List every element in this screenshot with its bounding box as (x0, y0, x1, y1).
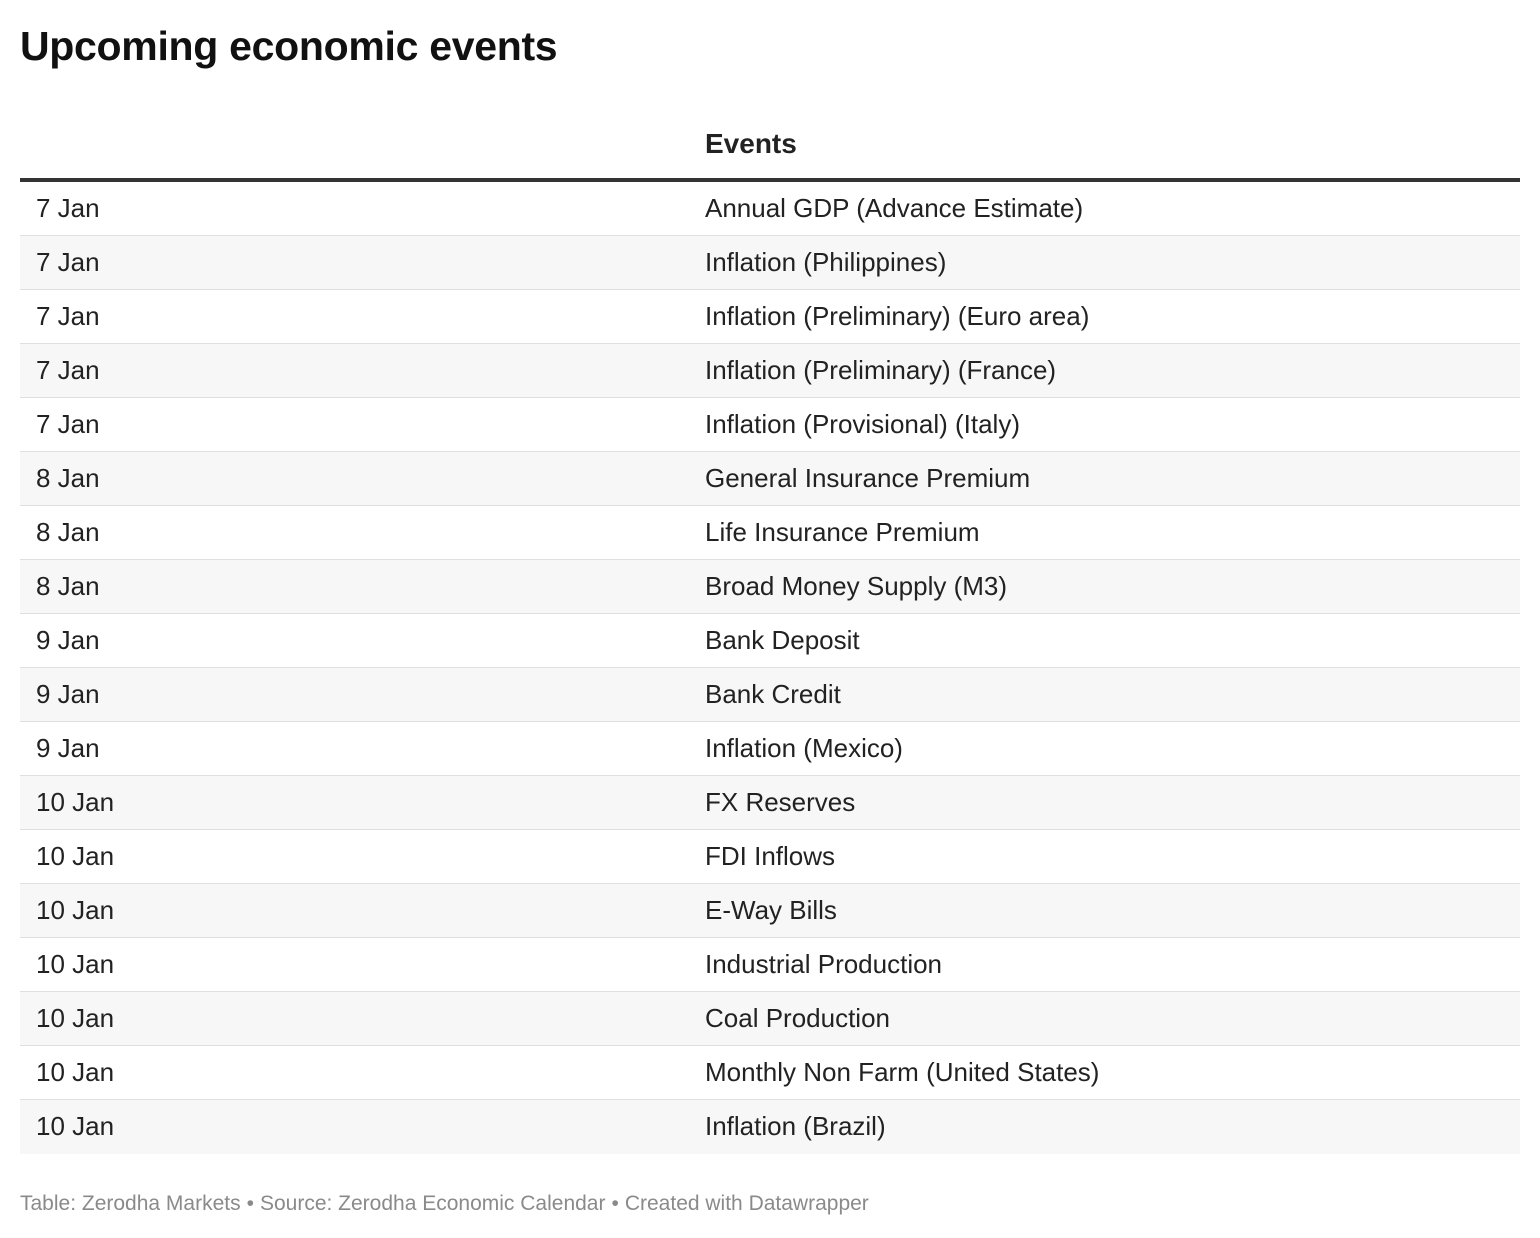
row-date: 8 Jan (36, 517, 100, 547)
separator: • (611, 1192, 619, 1215)
row-date: 9 Jan (36, 733, 100, 763)
table-row: 10 Jan Inflation (Brazil) (20, 1100, 1520, 1154)
table-row: 7 Jan Inflation (Provisional) (Italy) (20, 398, 1520, 452)
table-row: 8 Jan Broad Money Supply (M3) (20, 560, 1520, 614)
events-table: Events 7 Jan Annual GDP (Advance Estimate… (20, 110, 1520, 1154)
table-row: 10 Jan Coal Production (20, 992, 1520, 1046)
table-row: 8 Jan Life Insurance Premium (20, 506, 1520, 560)
row-event: Inflation (Provisional) (Italy) (705, 409, 1020, 439)
row-event: Inflation (Brazil) (705, 1111, 886, 1141)
table-row: 7 Jan Inflation (Preliminary) (France) (20, 344, 1520, 398)
row-date: 9 Jan (36, 679, 100, 709)
datawrapper-credit: Created with Datawrapper (624, 1192, 869, 1215)
column-header-events: Events (705, 128, 797, 159)
row-date: 10 Jan (36, 1057, 115, 1087)
row-date: 7 Jan (36, 301, 100, 331)
row-date: 10 Jan (36, 841, 115, 871)
row-event: Bank Credit (705, 679, 841, 709)
row-date: 10 Jan (36, 1003, 115, 1033)
row-date: 7 Jan (36, 355, 100, 385)
table-row: 8 Jan General Insurance Premium (20, 452, 1520, 506)
row-event: Inflation (Mexico) (705, 733, 903, 763)
row-event: Inflation (Philippines) (705, 247, 947, 277)
table-row: 9 Jan Bank Credit (20, 668, 1520, 722)
table-row: 10 Jan FDI Inflows (20, 830, 1520, 884)
row-event: Inflation (Preliminary) (France) (705, 355, 1057, 385)
row-date: 8 Jan (36, 463, 100, 493)
table-row: 10 Jan E-Way Bills (20, 884, 1520, 938)
row-event: General Insurance Premium (705, 463, 1031, 493)
separator: • (246, 1192, 254, 1215)
row-event: Life Insurance Premium (705, 517, 980, 547)
row-date: 8 Jan (36, 571, 100, 601)
table-row: 7 Jan Annual GDP (Advance Estimate) (20, 182, 1520, 236)
row-event: Monthly Non Farm (United States) (705, 1057, 1100, 1087)
row-date: 9 Jan (36, 625, 100, 655)
page-title: Upcoming economic events (20, 23, 558, 69)
footer-credits: Table: Zerodha Markets • Source: Zerodha E… (20, 1190, 869, 1218)
source-credit: Source: Zerodha Economic Calendar (259, 1192, 606, 1215)
row-date: 10 Jan (36, 787, 115, 817)
row-date: 7 Jan (36, 193, 100, 223)
table-row: 10 Jan FX Reserves (20, 776, 1520, 830)
table-row: 9 Jan Inflation (Mexico) (20, 722, 1520, 776)
row-date: 10 Jan (36, 895, 115, 925)
table-row: 7 Jan Inflation (Philippines) (20, 236, 1520, 290)
row-event: E-Way Bills (705, 895, 837, 925)
table-body: 7 Jan Annual GDP (Advance Estimate) 7 Jan I… (20, 182, 1520, 1154)
row-event: FX Reserves (705, 787, 856, 817)
table-credit: Table: Zerodha Markets (20, 1192, 241, 1215)
table-row: 7 Jan Inflation (Preliminary) (Euro area) (20, 290, 1520, 344)
table-header: Events (20, 110, 1520, 182)
row-date: 10 Jan (36, 949, 115, 979)
table-row: 10 Jan Monthly Non Farm (United States) (20, 1046, 1520, 1100)
row-event: Inflation (Preliminary) (Euro area) (705, 301, 1090, 331)
table-row: 9 Jan Bank Deposit (20, 614, 1520, 668)
table-row: 10 Jan Industrial Production (20, 938, 1520, 992)
row-date: 7 Jan (36, 247, 100, 277)
row-date: 7 Jan (36, 409, 100, 439)
row-event: Coal Production (705, 1003, 890, 1033)
row-date: 10 Jan (36, 1111, 115, 1141)
row-event: Industrial Production (705, 949, 943, 979)
row-event: Bank Deposit (705, 625, 860, 655)
row-event: Annual GDP (Advance Estimate) (705, 193, 1084, 223)
row-event: FDI Inflows (705, 841, 836, 871)
row-event: Broad Money Supply (M3) (705, 571, 1008, 601)
